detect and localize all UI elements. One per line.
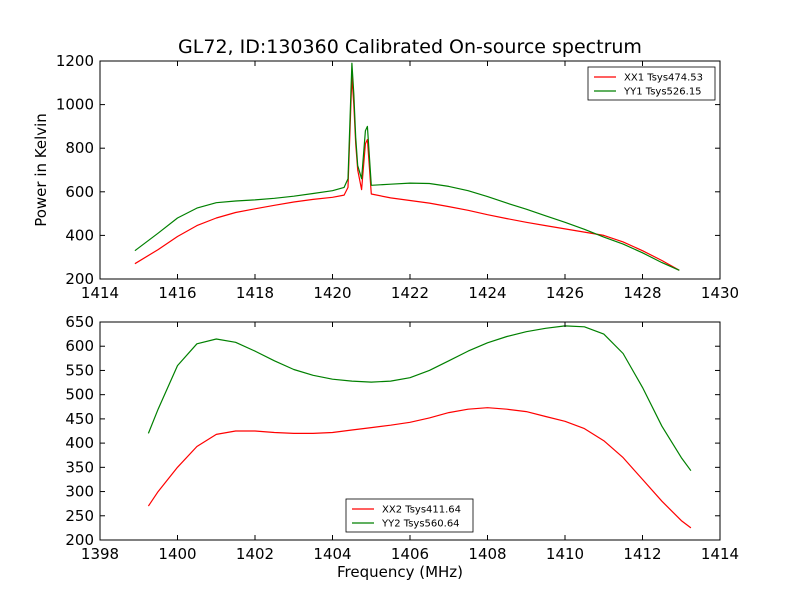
x-tick-label: 1416 [158, 284, 196, 302]
series-line-1-2 [134, 62, 680, 271]
top-plot: 1414 1416 1418 1420 1422 1424 1426 1428 1430 200 4… [32, 52, 739, 302]
legend-box [587, 66, 716, 101]
legend-label: XX2 Tsys411.64 [382, 505, 461, 516]
y-tick-label: 350 [65, 458, 94, 476]
x-tick-label: 1410 [546, 545, 584, 563]
bottom-plot: 1398 1400 1402 1404 1406 1408 1410 1412 1414 200 2… [65, 313, 739, 581]
x-axis-label: Frequency (MHz) [337, 563, 463, 581]
x-tick-label: 1430 [701, 284, 739, 302]
x-tick-label: 1426 [546, 284, 584, 302]
x-tick-label: 1406 [391, 545, 429, 563]
x-tick-label: 1418 [236, 284, 274, 302]
y-tick-label: 650 [65, 313, 94, 331]
legend-label: XX1 Tsys474.53 [624, 73, 703, 84]
y-tick-label: 200 [65, 531, 94, 549]
x-tick-label: 1428 [623, 284, 661, 302]
y-tick-label: 1200 [56, 52, 94, 70]
x-tick-label: 1408 [468, 545, 506, 563]
x-tick-label: 1414 [701, 545, 739, 563]
legend-label: YY2 Tsys560.64 [381, 519, 460, 530]
x-tick-label: 1398 [81, 545, 119, 563]
figure-title: GL72, ID:130360 Calibrated On-source spe… [178, 36, 642, 58]
x-tick-label: 1400 [158, 545, 196, 563]
series-line-2-1 [147, 407, 692, 529]
x-tick-label: 1404 [313, 545, 351, 563]
y-tick-label: 450 [65, 410, 94, 428]
y-tick-label: 400 [65, 226, 94, 244]
x-tick-label: 1414 [81, 284, 119, 302]
y-tick-label: 400 [65, 434, 94, 452]
y-tick-label: 250 [65, 507, 94, 525]
legend: XX1 Tsys474.53 YY1 Tsys526.15 [587, 66, 716, 101]
y-axis-label: Power in Kelvin [32, 113, 50, 227]
legend: XX2 Tsys411.64 YY2 Tsys560.64 [345, 498, 474, 533]
y-tick-label: 300 [65, 483, 94, 501]
y-tick-label: 550 [65, 361, 94, 379]
y-tick-label: 500 [65, 386, 94, 404]
x-tick-label: 1422 [391, 284, 429, 302]
x-tick-label: 1424 [468, 284, 506, 302]
y-tick-label: 1000 [56, 96, 94, 114]
y-tick-label: 800 [65, 139, 94, 157]
legend-label: YY1 Tsys526.15 [623, 87, 702, 98]
x-tick-label: 1402 [236, 545, 274, 563]
x-tick-label: 1412 [623, 545, 661, 563]
y-tick-label: 600 [65, 183, 94, 201]
series-line-2-2 [147, 325, 692, 472]
y-tick-label: 600 [65, 337, 94, 355]
y-tick-label: 200 [65, 270, 94, 288]
x-tick-label: 1420 [313, 284, 351, 302]
legend-box [345, 498, 474, 533]
series-line-1-1 [134, 75, 680, 271]
